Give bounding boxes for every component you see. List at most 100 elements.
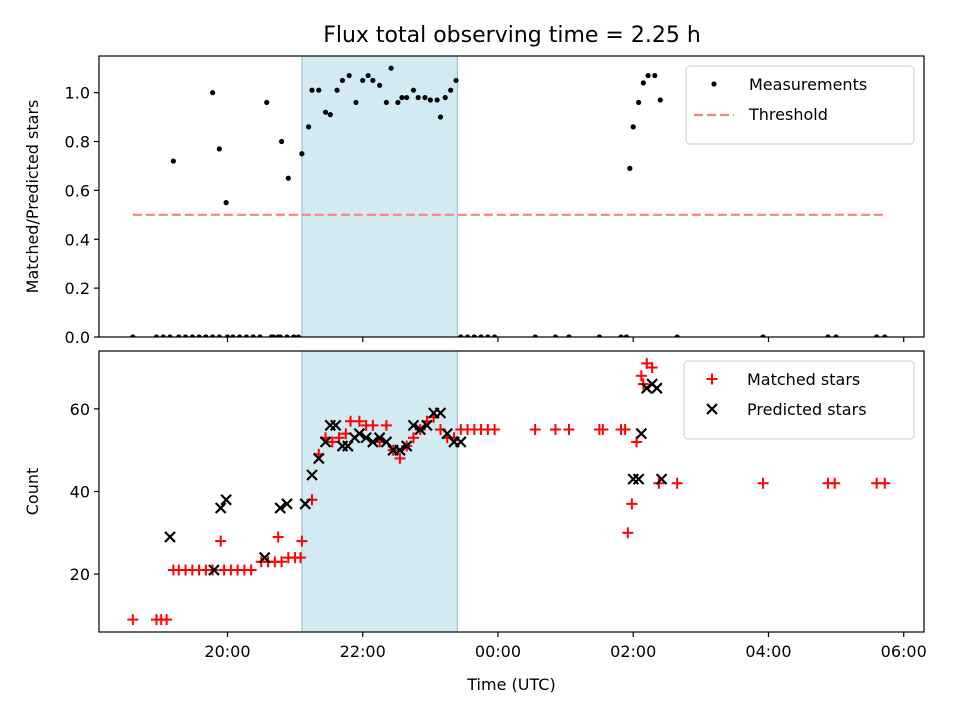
measurement-point (295, 334, 302, 337)
measurement-point (339, 77, 346, 84)
x-b (632, 473, 645, 485)
x-b (329, 419, 342, 432)
matched-star-point (829, 477, 841, 489)
plot-area (130, 65, 888, 337)
legend: Matched stars Predicted stars (683, 360, 915, 440)
matched-star-point (380, 419, 392, 431)
x-b (635, 427, 648, 440)
x-b (367, 436, 379, 448)
measurement-point (471, 334, 477, 337)
y-axis-label: Count (23, 468, 42, 516)
x-b (441, 427, 454, 440)
predicted-star-point (651, 382, 663, 394)
matched-star-point (394, 452, 406, 464)
predicted-star-point (434, 407, 447, 419)
x-axis-label: Time (UTC) (466, 675, 555, 694)
matched-star-point (407, 432, 419, 444)
predicted-star-point (319, 436, 332, 448)
matched-star-point (295, 552, 307, 564)
x-b (353, 427, 366, 440)
predicted-star-point (367, 436, 379, 448)
legend-matched-stars-label: Matched stars (747, 370, 860, 389)
y-tick-label: 20 (70, 565, 90, 584)
measurement-point (453, 77, 459, 84)
measurement-point (223, 200, 229, 206)
measurement-point (383, 99, 389, 106)
measurement-point (395, 99, 401, 106)
measurement-point (645, 72, 651, 79)
measurement-point (640, 80, 646, 86)
measurement-point (404, 94, 410, 101)
measurement-point (327, 112, 333, 118)
x-tick-label: 04:00 (745, 642, 791, 661)
measurement-point (882, 334, 888, 337)
predicted-star-point (208, 564, 220, 576)
measurement-point (370, 77, 376, 84)
legend-measurements-swatch (711, 81, 717, 87)
legend-box (685, 65, 915, 145)
measurement-point (160, 334, 166, 337)
axes-frame (98, 55, 925, 338)
legend-threshold-label: Threshold (748, 105, 828, 124)
matched-star-point (245, 564, 257, 576)
x-b (434, 407, 447, 419)
y-tick-label: 1.0 (65, 84, 90, 103)
x-b (421, 419, 433, 432)
measurement-point (153, 334, 160, 337)
matched-star-point (626, 498, 638, 510)
x-b (394, 444, 406, 456)
measurement-point (478, 334, 484, 337)
y-tick-label: 60 (70, 400, 90, 419)
matched-star-point (276, 556, 288, 568)
measurement-point (306, 124, 312, 130)
matched-star-point (757, 477, 769, 489)
measurement-point (264, 99, 270, 106)
y-axis-label: Matched/Predicted stars (23, 100, 42, 294)
matched-star-point (326, 436, 338, 448)
legend-measurements-label: Measurements (749, 75, 867, 94)
measurement-point (291, 334, 297, 337)
x-b (164, 531, 176, 543)
measurement-point (623, 334, 630, 337)
predicted-star-point (414, 423, 426, 436)
measurement-point (532, 334, 538, 337)
measurement-point (674, 334, 680, 337)
top-panel: 0.0 0.2 0.4 0.6 0.8 1.0 Matched/Predicted star… (23, 55, 925, 347)
legend-predicted-stars-swatch (706, 403, 718, 415)
measurement-point (216, 146, 222, 152)
measurement-point (278, 138, 285, 145)
x-b (220, 493, 232, 506)
measurement-point (176, 334, 182, 337)
measurement-point (360, 77, 366, 84)
measurement-point (442, 94, 448, 101)
measurement-point (130, 334, 136, 337)
figure-title: Flux total observing time = 2.25 h (323, 23, 701, 48)
matched-star-point (563, 424, 575, 436)
x-b (214, 502, 227, 514)
y-tick-label: 0.8 (65, 133, 90, 152)
predicted-star-point (455, 436, 467, 448)
measurement-point (210, 90, 216, 96)
x-b (360, 432, 372, 444)
x-b (373, 432, 386, 444)
x-b (407, 419, 420, 432)
predicted-star-point (400, 440, 413, 452)
measurement-point (189, 334, 195, 337)
matched-star-point (879, 477, 891, 489)
x-tick-label: 02:00 (610, 642, 656, 661)
measurement-point (448, 87, 454, 93)
x-b (281, 498, 293, 510)
matched-star-point (671, 477, 683, 489)
measurement-point (334, 87, 340, 93)
measurement-point (216, 334, 222, 337)
matched-star-point (622, 527, 634, 539)
measurement-point (365, 72, 371, 79)
measurement-point (458, 334, 464, 337)
measurement-point (250, 334, 256, 337)
measurement-point (422, 94, 428, 101)
measurement-point (257, 334, 263, 337)
x-b (258, 551, 271, 564)
predicted-star-point (635, 427, 648, 440)
measurement-point (410, 87, 417, 93)
matched-star-point (215, 535, 227, 547)
